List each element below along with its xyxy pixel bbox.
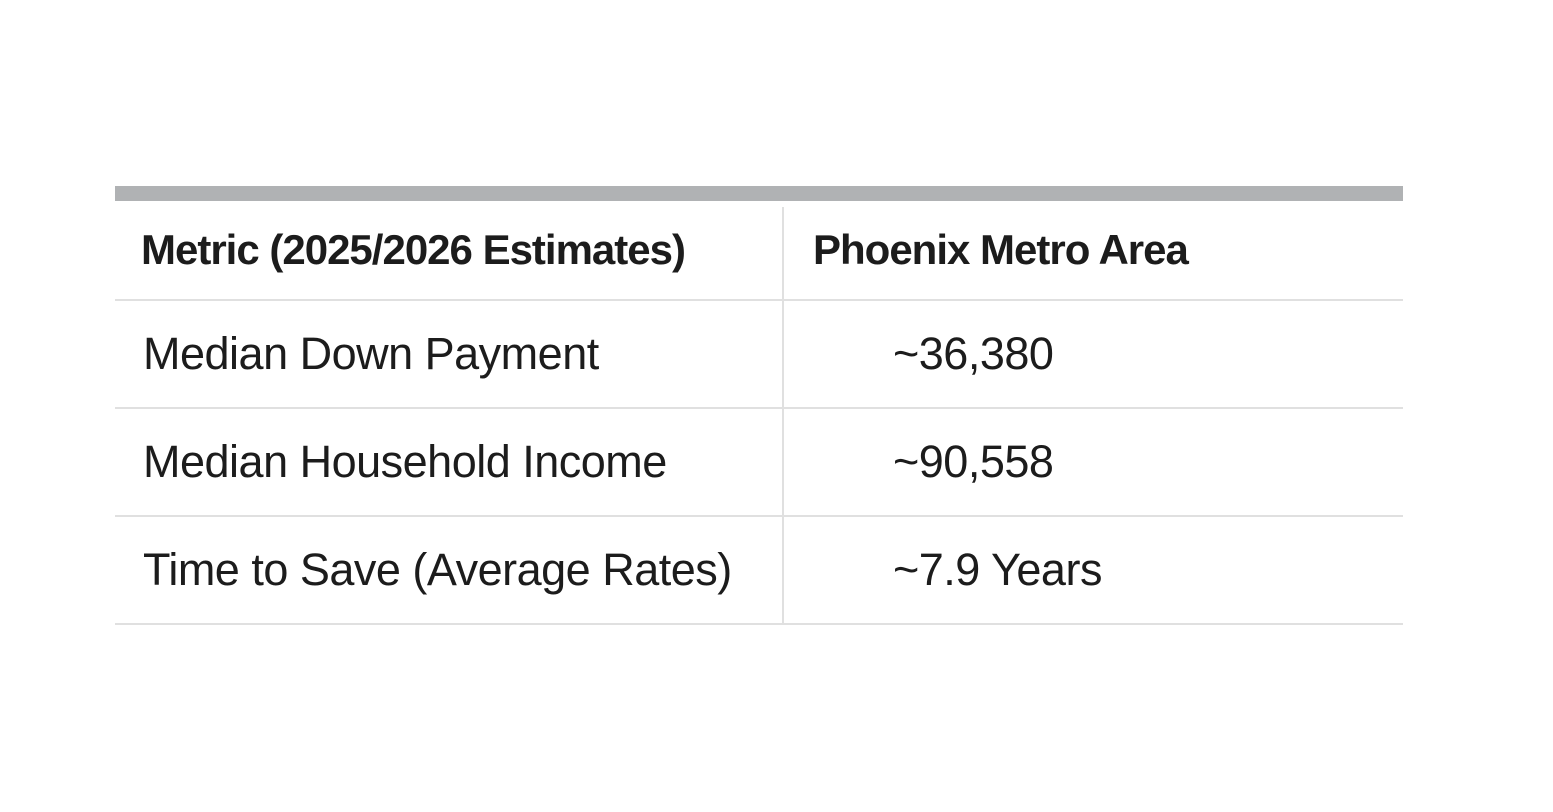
table-row: Time to Save (Average Rates) ~7.9 Years <box>115 516 1403 625</box>
value-cell: ~7.9 Years <box>782 516 1403 625</box>
table-top-accent-bar <box>115 186 1403 201</box>
table-header: Metric (2025/2026 Estimates) Phoenix Met… <box>115 201 1403 301</box>
metric-cell: Median Household Income <box>115 408 782 517</box>
metric-column-header: Metric (2025/2026 Estimates) <box>115 201 782 301</box>
comparison-table: Metric (2025/2026 Estimates) Phoenix Met… <box>115 186 1403 625</box>
header-row: Metric (2025/2026 Estimates) Phoenix Met… <box>115 201 1403 301</box>
value-cell: ~36,380 <box>782 300 1403 409</box>
value-column-header: Phoenix Metro Area <box>782 201 1403 301</box>
metric-cell: Time to Save (Average Rates) <box>115 516 782 625</box>
table-row: Median Household Income ~90,558 <box>115 408 1403 517</box>
table-row: Median Down Payment ~36,380 <box>115 300 1403 409</box>
value-cell: ~90,558 <box>782 408 1403 517</box>
metrics-table: Metric (2025/2026 Estimates) Phoenix Met… <box>115 201 1403 625</box>
table-body: Median Down Payment ~36,380 Median House… <box>115 300 1403 625</box>
metric-cell: Median Down Payment <box>115 300 782 409</box>
column-divider <box>782 207 784 624</box>
